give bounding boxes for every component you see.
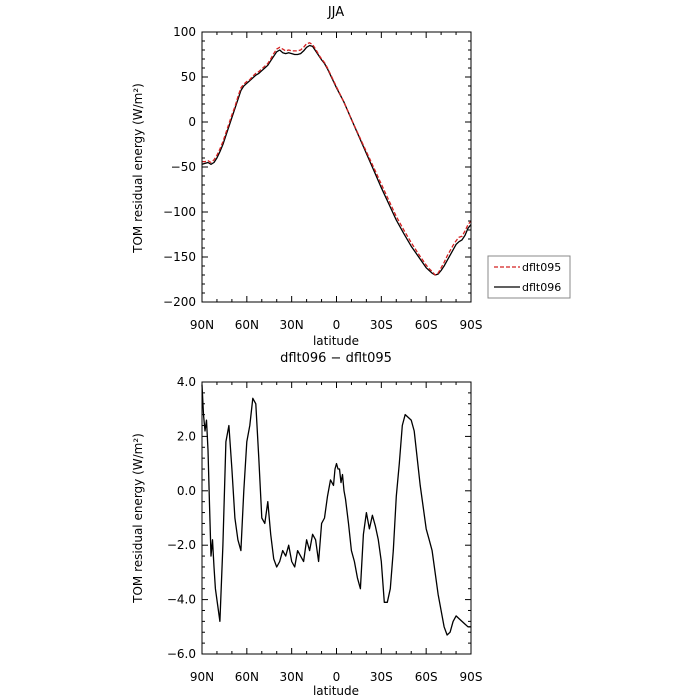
top-series-line-dflt095 bbox=[202, 42, 472, 276]
top-x-tick-label: 90N bbox=[190, 318, 214, 332]
bottom-series-line bbox=[201, 384, 471, 636]
bottom-y-tick-label: 2.0 bbox=[177, 429, 196, 443]
bottom-x-tick-label: 90S bbox=[460, 670, 483, 684]
top-y-tick-label: −150 bbox=[163, 250, 196, 264]
top-series-lines bbox=[201, 42, 472, 276]
bottom-y-tick-label: −2.0 bbox=[167, 538, 196, 552]
top-axis-ticks: 100 50 0 −50 −100 −150 −200 90N 60N 30N 0 30S 60S 90S bbox=[163, 25, 482, 332]
top-y-tick-label: 50 bbox=[181, 70, 196, 84]
legend-label-dflt095: dflt095 bbox=[522, 261, 561, 274]
bottom-y-axis-label: TOM residual energy (W/m²) bbox=[131, 433, 145, 604]
bottom-x-tick-label: 60S bbox=[415, 670, 438, 684]
bottom-panel: dflt096 − dflt095 4.0 2.0 0.0 −2.0 −4.0 −6.0 9… bbox=[131, 351, 482, 698]
bottom-x-axis-label: latitude bbox=[313, 684, 359, 698]
top-plot-frame bbox=[201, 31, 472, 303]
top-x-tick-label: 30N bbox=[280, 318, 304, 332]
top-series-line-dflt096 bbox=[201, 44, 472, 276]
bottom-x-tick-label: 90N bbox=[190, 670, 214, 684]
bottom-x-tick-label: 0 bbox=[333, 670, 341, 684]
top-x-axis-label: latitude bbox=[313, 334, 359, 348]
bottom-axis-ticks: 4.0 2.0 0.0 −2.0 −4.0 −6.0 90N 60N 30N 0 30S 60S 90S bbox=[167, 375, 483, 684]
bottom-y-tick-label: −4.0 bbox=[167, 593, 196, 607]
bottom-x-tick-label: 30S bbox=[370, 670, 393, 684]
bottom-x-tick-label: 60N bbox=[235, 670, 259, 684]
legend-box bbox=[487, 255, 571, 299]
bottom-x-tick-label: 30N bbox=[280, 670, 304, 684]
top-y-tick-label: −50 bbox=[171, 160, 196, 174]
legend: dflt095 dflt096 bbox=[487, 255, 571, 299]
top-y-tick-label: 100 bbox=[173, 25, 196, 39]
top-panel: JJA 100 50 0 −50 −100 −150 −200 90N 60N 30N 0 30S 60… bbox=[131, 5, 571, 348]
bottom-chart-title: dflt096 − dflt095 bbox=[280, 351, 392, 366]
bottom-series-lines bbox=[201, 384, 471, 636]
legend-label-dflt096: dflt096 bbox=[522, 281, 561, 294]
bottom-y-tick-label: 0.0 bbox=[177, 484, 196, 498]
top-y-axis-label: TOM residual energy (W/m²) bbox=[131, 83, 145, 254]
top-x-tick-label: 30S bbox=[370, 318, 393, 332]
top-x-tick-label: 90S bbox=[460, 318, 483, 332]
top-x-tick-label: 60S bbox=[415, 318, 438, 332]
top-chart-title: JJA bbox=[327, 5, 344, 20]
top-y-tick-label: −200 bbox=[163, 295, 196, 309]
top-x-tick-label: 0 bbox=[333, 318, 341, 332]
bottom-y-tick-label: −6.0 bbox=[167, 647, 196, 661]
top-y-tick-label: 0 bbox=[188, 115, 196, 129]
bottom-y-tick-label: 4.0 bbox=[177, 375, 196, 389]
top-y-tick-label: −100 bbox=[163, 205, 196, 219]
top-x-tick-label: 60N bbox=[235, 318, 259, 332]
